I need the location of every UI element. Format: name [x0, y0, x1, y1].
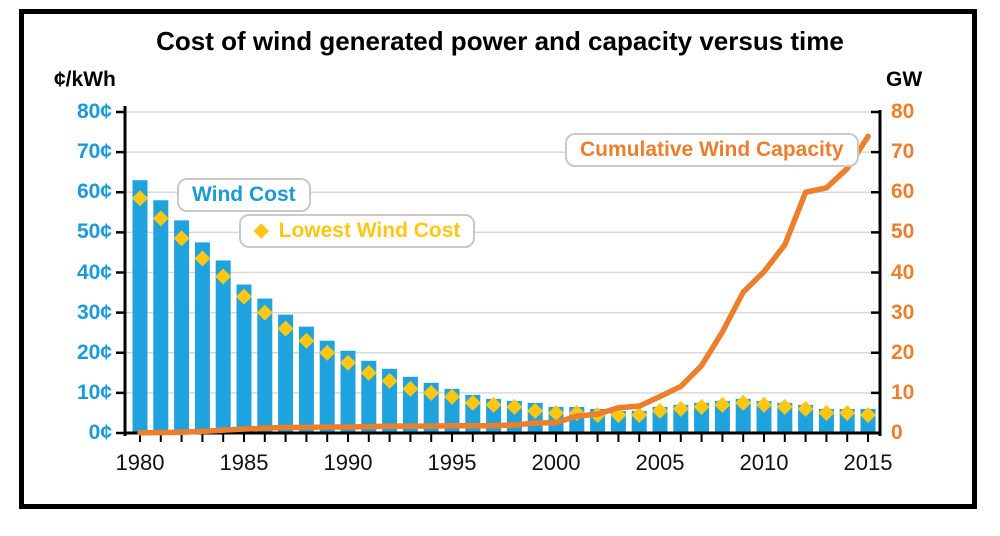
lowest-wind-cost-diamond — [652, 402, 668, 419]
lowest-wind-cost-diamond — [381, 372, 398, 389]
right-axis-tick-label: 30 — [891, 300, 915, 324]
capacity-line — [137, 133, 871, 436]
right-axis-tick-label: 40 — [891, 260, 915, 284]
x-axis-year-label: 1990 — [323, 450, 373, 475]
wind-cost-bar — [278, 314, 294, 433]
wind-cost-bar — [215, 260, 231, 433]
lowest-wind-cost-diamond — [506, 398, 523, 415]
wind-cost-bar — [153, 200, 169, 433]
lowest-wind-cost-diamond — [776, 398, 793, 415]
lowest-wind-cost-diamond — [173, 230, 190, 247]
wind-cost-bar — [319, 340, 335, 433]
lowest-wind-cost-diamond — [693, 398, 710, 415]
lowest-wind-cost-diamond — [672, 400, 689, 417]
left-axis-tick-label: 20¢ — [76, 340, 112, 364]
lowest-wind-cost-diamond — [236, 288, 252, 305]
left-axis-tick-label: 0¢ — [88, 421, 112, 444]
right-axis-tick-label: 70 — [891, 140, 915, 164]
left-axis-tick-label: 60¢ — [76, 180, 112, 204]
wind-cost-bar — [298, 326, 314, 433]
right-axis-tick-label: 80 — [891, 100, 915, 123]
diamond-icon: ◆ — [254, 220, 269, 241]
lowest-wind-cost-diamond — [485, 396, 502, 413]
x-axis-year-label: 2000 — [531, 450, 581, 475]
lowest-wind-cost-diamond — [298, 332, 315, 349]
right-axis-tick-label: 0 — [891, 421, 903, 444]
x-axis-year-label: 1980 — [115, 450, 165, 475]
lowest-wind-cost-diamond — [423, 384, 440, 401]
left-axis-tick-label: 70¢ — [76, 140, 112, 164]
lowest-wind-cost-diamond — [444, 388, 460, 405]
wind-cost-bar — [340, 350, 356, 433]
lowest-wind-cost-diamond — [132, 190, 148, 207]
lowest-wind-cost-diamond — [256, 304, 273, 321]
lowest-wind-cost-diamond — [464, 394, 481, 411]
x-axis-year-label: 2005 — [635, 450, 685, 475]
right-axis-tick-label: 50 — [891, 220, 915, 244]
lowest-wind-cost-diamond — [152, 210, 169, 227]
wind-cost-bar — [361, 360, 377, 433]
x-axis-year-label: 1995 — [427, 450, 477, 475]
wind-cost-bar — [132, 180, 148, 433]
legend-wind-cost: Wind Cost — [177, 178, 311, 212]
lowest-wind-cost-diamond — [860, 406, 876, 423]
lowest-wind-cost-diamond — [756, 396, 772, 413]
wind-cost-bar — [194, 242, 210, 433]
wind-cost-bar — [174, 220, 190, 433]
legend-lowest-wind-cost-label: Lowest Wind Cost — [278, 219, 461, 242]
chart-title: Cost of wind generated power and capacit… — [156, 26, 844, 56]
lowest-wind-cost-diamond — [714, 396, 731, 413]
left-axis-tick-label: 30¢ — [76, 300, 112, 324]
lowest-wind-cost-diamond — [527, 402, 544, 419]
right-axis-tick-label: 20 — [891, 340, 915, 364]
wind-cost-bar — [257, 298, 273, 433]
wind-cost-bar — [236, 284, 252, 433]
left-axis-tick-label: 50¢ — [76, 220, 112, 244]
legend-cumulative-wind-capacity: Cumulative Wind Capacity — [565, 133, 859, 167]
lowest-wind-cost-diamond — [735, 394, 752, 411]
lowest-wind-cost-diamond — [319, 344, 336, 361]
lowest-wind-cost-diamond — [215, 268, 232, 285]
lowest-wind-cost-diamond — [839, 404, 856, 421]
left-axis-tick-label: 40¢ — [76, 260, 112, 284]
lowest-wind-cost-diamond — [631, 406, 648, 423]
right-axis-tick-label: 10 — [891, 380, 915, 404]
x-axis-year-label: 2015 — [843, 450, 893, 475]
lowest-wind-cost-diamond — [360, 364, 377, 381]
lowest-wind-cost-diamond — [340, 354, 356, 371]
lowest-wind-cost-diamond — [277, 320, 294, 337]
legend-lowest-wind-cost: ◆ Lowest Wind Cost — [239, 214, 476, 248]
legend-wind-cost-label: Wind Cost — [192, 183, 296, 206]
left-axis-tick-label: 10¢ — [76, 380, 112, 404]
legend-capacity-label: Cumulative Wind Capacity — [580, 138, 844, 161]
lowest-wind-cost-diamond — [818, 404, 835, 421]
right-axis-tick-label: 60 — [891, 180, 915, 204]
right-axis-unit-label: GW — [886, 68, 923, 91]
lowest-wind-cost-diamond — [194, 250, 211, 267]
left-axis-tick-label: 80¢ — [76, 100, 112, 123]
lowest-wind-cost-diamond — [402, 380, 419, 397]
wind-cost-bar — [735, 398, 751, 433]
left-axis-unit-label: ¢/kWh — [54, 68, 116, 91]
x-axis-year-label: 1985 — [219, 450, 269, 475]
x-axis-year-label: 2010 — [739, 450, 789, 475]
lowest-wind-cost-diamond — [797, 400, 814, 417]
lowest-wind-cost-diamond — [548, 404, 564, 421]
